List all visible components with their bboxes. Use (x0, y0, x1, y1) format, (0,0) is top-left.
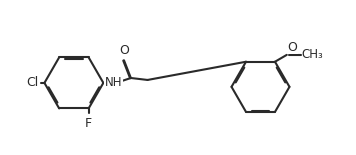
Text: Cl: Cl (26, 76, 38, 89)
Text: F: F (85, 117, 92, 130)
Text: O: O (288, 41, 298, 54)
Text: CH₃: CH₃ (302, 48, 323, 61)
Text: NH: NH (104, 76, 122, 89)
Text: O: O (119, 44, 129, 57)
